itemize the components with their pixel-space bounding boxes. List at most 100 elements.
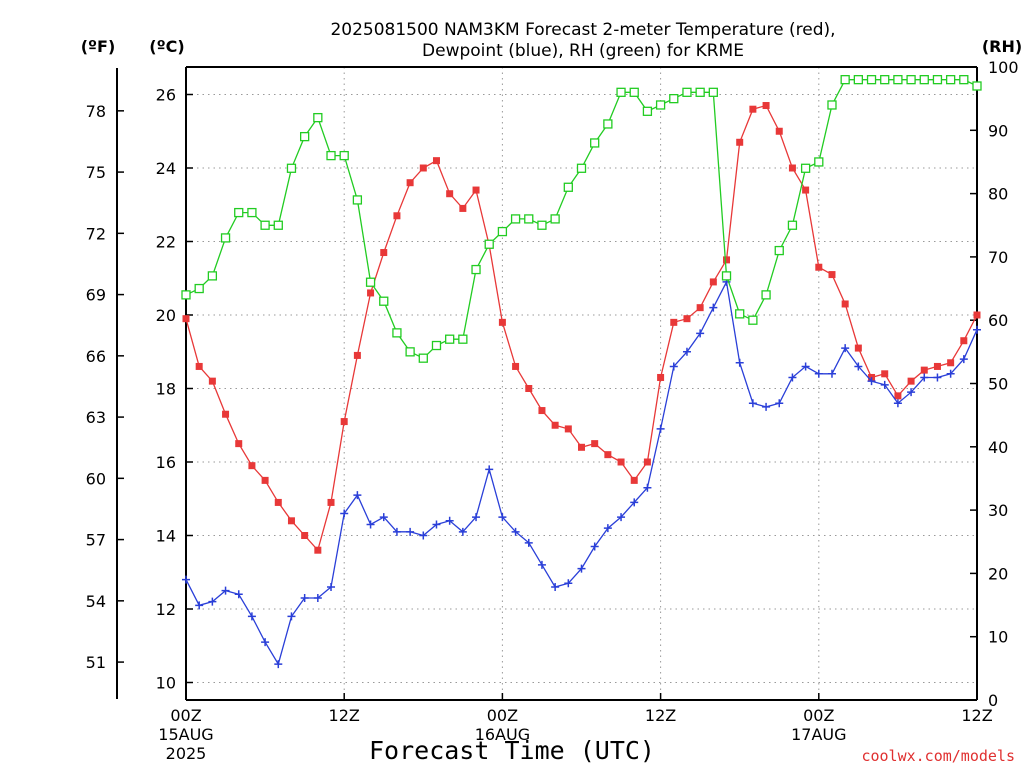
rh-point	[748, 315, 758, 325]
temperature-point	[788, 164, 796, 172]
temperature-point	[960, 337, 968, 345]
fahrenheit-tick-label: 66	[86, 347, 106, 366]
fahrenheit-tick-label: 63	[86, 408, 106, 427]
dewpoint-point	[907, 388, 916, 397]
dewpoint-point	[827, 369, 836, 378]
rh-point	[484, 239, 494, 249]
rh-point	[669, 94, 679, 104]
rh-tick-label: 80	[988, 185, 1008, 204]
fahrenheit-tick-label: 51	[86, 653, 106, 672]
dewpoint-point	[880, 380, 889, 389]
temperature-point	[432, 157, 440, 165]
dewpoint-point	[656, 424, 665, 433]
fahrenheit-tick-label: 60	[86, 469, 106, 488]
temperature-point	[591, 440, 599, 448]
temperature-point	[670, 318, 678, 326]
rh-point	[326, 150, 336, 161]
rh-point	[273, 220, 283, 230]
dewpoint-point	[208, 597, 217, 606]
temperature-point	[498, 318, 506, 326]
dewpoint-point	[709, 303, 718, 312]
celsius-tick-label: 20	[156, 306, 176, 325]
rh-tick-label: 30	[988, 501, 1008, 520]
temperature-point	[459, 204, 467, 212]
x-tick-label: 12Z	[961, 706, 992, 725]
rh-point	[471, 264, 481, 275]
rh-point	[313, 112, 323, 123]
celsius-tick-label: 10	[156, 674, 176, 693]
dewpoint-point	[274, 660, 283, 669]
rh-point	[194, 283, 204, 294]
celsius-tick-label: 24	[156, 159, 176, 178]
rh-point	[497, 226, 508, 237]
temperature-point	[222, 410, 230, 418]
temperature-point	[182, 315, 190, 323]
temperature-point	[367, 289, 375, 297]
dewpoint-point	[643, 483, 652, 492]
rh-point	[735, 309, 745, 319]
rh-point	[563, 182, 573, 192]
dewpoint-point	[313, 593, 322, 602]
dewpoint-point	[182, 575, 190, 584]
dewpoint-point	[247, 612, 256, 621]
dewpoint-point	[537, 560, 546, 569]
fahrenheit-tick-label: 75	[86, 163, 106, 182]
temperature-point	[907, 377, 915, 385]
rh-point	[352, 195, 363, 205]
celsius-tick-label: 26	[156, 86, 176, 105]
celsius-tick-label: 18	[156, 380, 176, 399]
rh-point	[827, 100, 837, 110]
dewpoint-point	[419, 531, 428, 540]
dewpoint-point	[603, 524, 612, 533]
temperature-point	[287, 517, 295, 525]
rh-point	[260, 220, 270, 230]
rh-point	[840, 75, 850, 85]
x-tick-label: 2025	[166, 744, 207, 763]
dewpoint-point	[287, 612, 296, 621]
dewpoint-point	[485, 465, 494, 474]
dewpoint-point	[735, 358, 744, 367]
dewpoint-point	[854, 362, 863, 371]
fahrenheit-tick-label: 72	[86, 224, 106, 243]
rh-point	[853, 75, 863, 85]
dewpoint-point	[841, 344, 850, 353]
temperature-point	[630, 476, 638, 484]
rh-tick-label: 10	[988, 628, 1008, 647]
rh-tick-label: 70	[988, 248, 1008, 267]
dewpoint-point	[445, 516, 454, 525]
dewpoint-point	[788, 373, 797, 382]
dewpoint-point	[195, 601, 204, 610]
temperature-point	[340, 418, 348, 426]
temperature-point	[512, 362, 520, 370]
temperature-point	[736, 138, 744, 146]
dewpoint-point	[472, 513, 481, 522]
rh-point	[458, 334, 468, 344]
temperature-point	[696, 304, 704, 312]
dewpoint-point	[524, 538, 533, 547]
temperature-point	[617, 458, 625, 466]
dewpoint-point	[221, 586, 230, 595]
chart-title-line-1: 2025081500 NAM3KM Forecast 2-meter Tempe…	[330, 20, 835, 40]
dewpoint-point	[366, 520, 375, 529]
temperature-point	[578, 443, 585, 451]
rh-point	[616, 87, 626, 97]
fahrenheit-unit-label: (ºF)	[81, 37, 116, 56]
fahrenheit-tick-label: 69	[86, 286, 106, 305]
dewpoint-point	[261, 638, 270, 647]
temperature-point	[894, 392, 902, 400]
dewpoint-point	[498, 513, 507, 522]
x-tick-label: 16AUG	[475, 725, 530, 744]
temperature-point	[472, 186, 480, 194]
dewpoint-point	[432, 520, 441, 529]
dewpoint-point	[406, 527, 415, 536]
dewpoint-point	[775, 399, 784, 408]
temperature-point	[208, 377, 216, 385]
rh-point	[945, 75, 956, 85]
rh-point	[866, 75, 877, 85]
rh-point	[590, 138, 600, 148]
rh-point	[642, 106, 653, 116]
rh-point	[695, 87, 705, 97]
chart-title-line-2: Dewpoint (blue), RH (green) for KRME	[422, 41, 744, 61]
x-tick-label: 00Z	[487, 706, 518, 725]
